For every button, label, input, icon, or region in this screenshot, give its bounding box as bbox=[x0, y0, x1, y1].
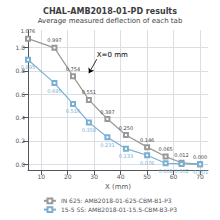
svg-text:0.516: 0.516 bbox=[66, 108, 80, 114]
svg-text:70: 70 bbox=[196, 172, 204, 180]
svg-text:0.000: 0.000 bbox=[193, 154, 207, 160]
svg-text:0.695: 0.695 bbox=[47, 88, 61, 94]
svg-text:0.358: 0.358 bbox=[82, 127, 96, 133]
svg-text:0.2: 0.2 bbox=[15, 137, 25, 144]
svg-text:0.0: 0.0 bbox=[15, 161, 25, 168]
svg-text:40: 40 bbox=[117, 173, 125, 180]
svg-text:15-5 SS: AMB2018-01-15.5-CBM-B: 15-5 SS: AMB2018-01-15.5-CBM-B3-P3 bbox=[61, 206, 177, 213]
svg-text:-0.001: -0.001 bbox=[192, 169, 208, 175]
svg-text:0.551: 0.551 bbox=[82, 89, 96, 95]
svg-text:0.754: 0.754 bbox=[66, 66, 80, 72]
svg-text:IN 625: AMB2018-01-625-CBM-B1-: IN 625: AMB2018-01-625-CBM-B1-P3 bbox=[61, 197, 172, 204]
svg-text:0.997: 0.997 bbox=[47, 37, 61, 43]
svg-text:50: 50 bbox=[143, 173, 151, 180]
svg-text:0.146: 0.146 bbox=[140, 137, 154, 143]
svg-text:0.250: 0.250 bbox=[119, 125, 133, 131]
svg-text:60: 60 bbox=[169, 172, 178, 180]
svg-text:Average measured deflection of: Average measured deflection of each tab bbox=[38, 17, 183, 25]
svg-text:10: 10 bbox=[37, 173, 45, 180]
svg-text:0.895: 0.895 bbox=[21, 64, 35, 70]
svg-text:30: 30 bbox=[90, 173, 98, 180]
svg-text:0.076: 0.076 bbox=[140, 160, 154, 166]
svg-text:1.076: 1.076 bbox=[21, 28, 35, 34]
svg-text:1.0: 1.0 bbox=[15, 44, 25, 51]
svg-text:0.231: 0.231 bbox=[100, 142, 114, 148]
svg-text:0.133: 0.133 bbox=[119, 153, 133, 159]
svg-text:0.008: 0.008 bbox=[158, 168, 172, 174]
svg-text:0.065: 0.065 bbox=[158, 146, 172, 152]
svg-text:CHAL-AMB2018-01-PD results: CHAL-AMB2018-01-PD results bbox=[43, 7, 177, 16]
svg-text:0.6: 0.6 bbox=[15, 91, 25, 98]
svg-text:0.002: 0.002 bbox=[174, 168, 188, 174]
svg-text:X (mm): X (mm) bbox=[105, 183, 131, 191]
svg-text:0.4: 0.4 bbox=[15, 114, 25, 121]
svg-text:X=0 mm: X=0 mm bbox=[97, 51, 128, 59]
svg-text:20: 20 bbox=[64, 173, 72, 180]
svg-text:0.012: 0.012 bbox=[174, 152, 188, 158]
svg-text:0.8: 0.8 bbox=[15, 67, 25, 75]
svg-text:0.387: 0.387 bbox=[100, 109, 114, 115]
